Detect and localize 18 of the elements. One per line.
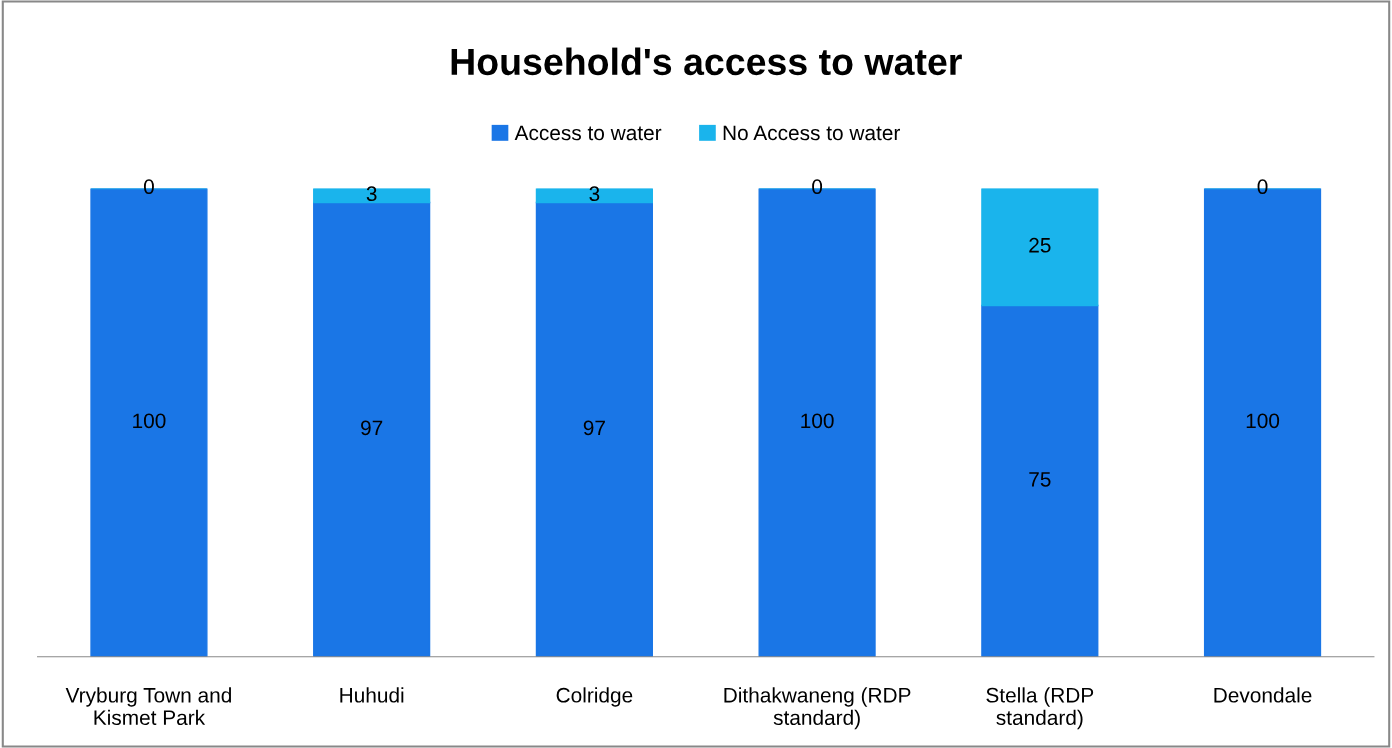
data-label: 100: [1246, 413, 1280, 429]
x-tick-label: Stella (RDP standard): [986, 687, 1094, 730]
x-tick-label: Dithakwaneng (RDP standard): [724, 687, 911, 730]
x-tick-label: Colridge: [556, 687, 633, 707]
legend-label: No Access to water: [723, 125, 900, 141]
chart-title: Household's access to water: [451, 47, 962, 76]
data-label: 97: [583, 420, 605, 436]
data-label: 3: [366, 186, 377, 202]
x-tick-label: Devondale: [1214, 687, 1312, 703]
data-label: 97: [361, 420, 383, 436]
legend-label: Access to water: [514, 125, 662, 141]
data-label: 3: [589, 186, 600, 202]
data-label: 25: [1029, 237, 1051, 253]
x-tick-label: Huhudi: [340, 687, 404, 703]
data-label: 100: [801, 413, 834, 429]
x-tick-label: Vryburg Town and Kismet Park: [65, 687, 231, 726]
data-label: 100: [133, 413, 166, 429]
data-label: 75: [1029, 472, 1051, 487]
